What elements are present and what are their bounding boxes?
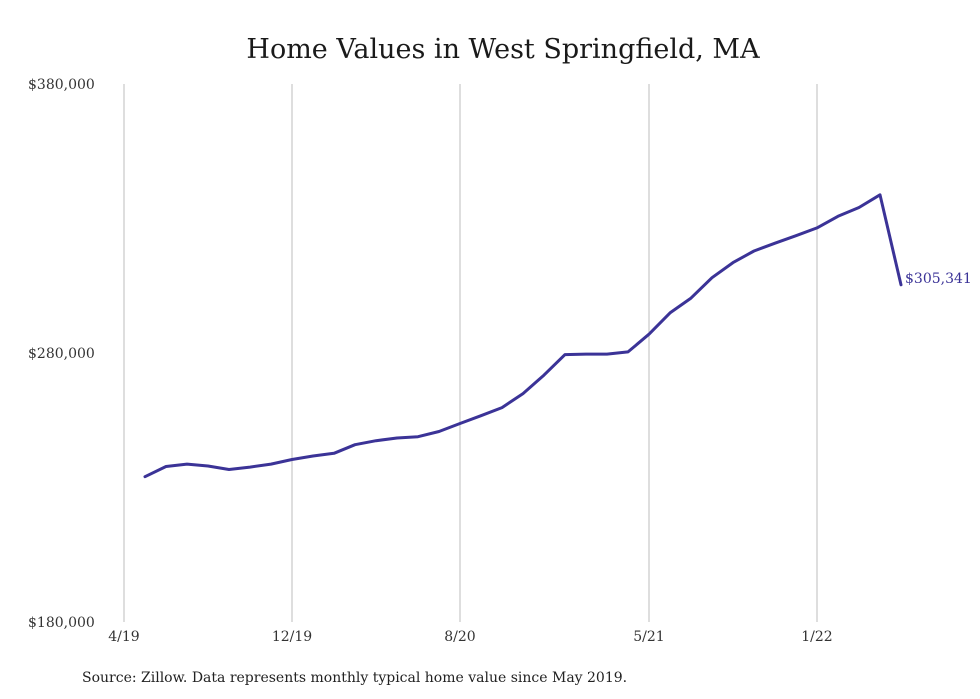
chart-title: Home Values in West Springfield, MA [246, 34, 760, 65]
y-tick-label: $280,000 [28, 346, 95, 362]
y-tick-label: $180,000 [28, 615, 95, 631]
x-tick-label: 8/20 [444, 629, 475, 645]
y-tick-label: $380,000 [28, 77, 95, 93]
x-axis-ticks: 4/19 12/19 8/20 5/21 1/22 [108, 629, 832, 645]
x-tick-label: 4/19 [108, 629, 139, 645]
series-line [143, 193, 903, 479]
source-note: Source: Zillow. Data represents monthly … [82, 670, 627, 686]
x-tick-label: 1/22 [801, 629, 832, 645]
series-lines [143, 193, 903, 479]
gridlines [123, 84, 818, 622]
y-axis-ticks: $380,000 $280,000 $180,000 [28, 77, 95, 631]
x-tick-label: 5/21 [633, 629, 664, 645]
end-value-label: $305,341 [905, 271, 972, 287]
x-tick-label: 12/19 [272, 629, 312, 645]
